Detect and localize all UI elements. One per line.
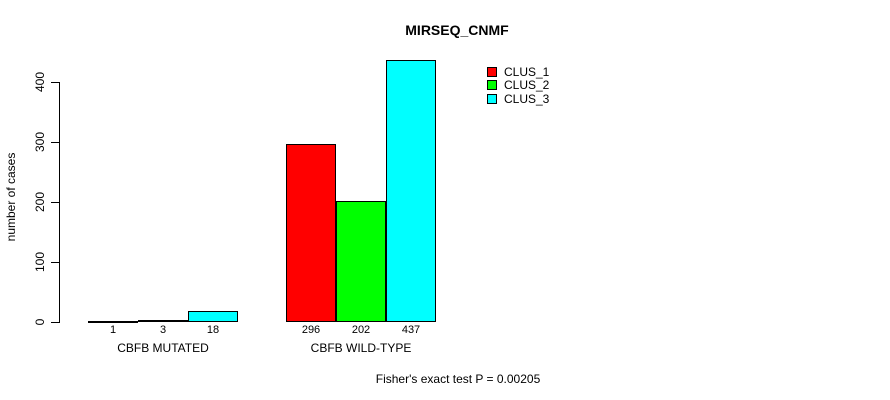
bar-clus_2-group2 (336, 201, 386, 322)
y-tick-label: 200 (33, 191, 47, 213)
bar-value-label: 1 (109, 324, 117, 336)
footnote: Fisher's exact test P = 0.00205 (375, 372, 541, 386)
chart-title: MIRSEQ_CNMF (405, 22, 509, 38)
bar-value-label: 202 (351, 324, 371, 336)
legend-swatch-clus-2-icon (487, 80, 497, 91)
legend-item-clus-1: CLUS_1 (487, 65, 549, 79)
legend-label: CLUS_1 (504, 64, 550, 79)
bar-clus_2-group1 (138, 320, 188, 322)
bar-clus_1-group2 (286, 144, 336, 322)
bar-value-label: 18 (206, 324, 220, 336)
legend-label: CLUS_3 (504, 91, 550, 106)
legend-swatch-clus-1-icon (487, 66, 497, 77)
bar-value-label: 296 (301, 324, 321, 336)
y-tick-mark (51, 262, 59, 263)
y-tick-label: 0 (33, 318, 47, 326)
y-axis-title: number of cases (4, 152, 18, 242)
category-label: CBFB WILD-TYPE (310, 341, 412, 355)
bar-value-label: 3 (159, 324, 167, 336)
y-tick-mark (51, 142, 59, 143)
bar-clus_1-group1 (88, 321, 138, 323)
legend-item-clus-3: CLUS_3 (487, 92, 549, 106)
category-label: CBFB MUTATED (117, 341, 209, 355)
y-axis-line (59, 82, 60, 323)
bar-value-label: 437 (401, 324, 421, 336)
y-tick-label: 300 (33, 131, 47, 153)
y-tick-label: 400 (33, 71, 47, 93)
legend-item-clus-2: CLUS_2 (487, 78, 550, 93)
y-tick-mark (51, 202, 59, 203)
y-tick-mark (51, 322, 59, 323)
y-tick-mark (51, 82, 59, 83)
bar-clus_3-group1 (188, 311, 238, 322)
legend: CLUS_1 CLUS_2 CLUS_3 (487, 65, 549, 106)
y-tick-label: 100 (33, 251, 47, 273)
bar-clus_3-group2 (386, 60, 436, 322)
legend-swatch-clus-3-icon (487, 93, 497, 104)
legend-label: CLUS_2 (504, 78, 550, 93)
